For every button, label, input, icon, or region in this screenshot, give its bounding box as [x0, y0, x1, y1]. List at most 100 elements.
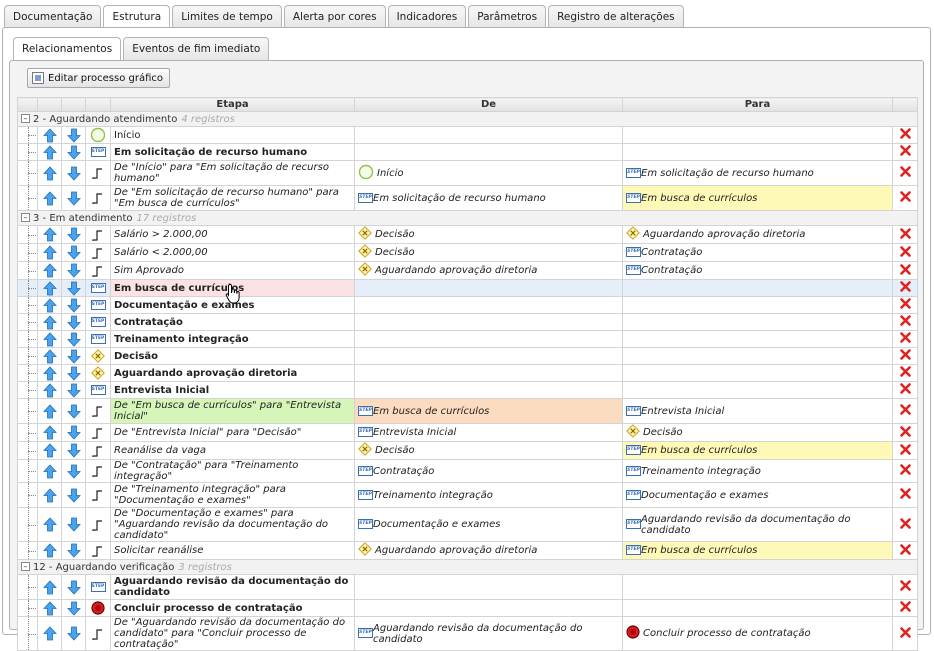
- etapa-cell[interactable]: De "Aguardando revisão da documentação d…: [110, 616, 355, 651]
- move-down-button[interactable]: [61, 364, 86, 382]
- move-down-button[interactable]: [61, 541, 86, 560]
- delete-button[interactable]: [892, 459, 918, 483]
- move-down-button[interactable]: [61, 143, 86, 161]
- etapa-cell[interactable]: Início: [110, 126, 355, 144]
- etapa-cell[interactable]: De "Entrevista Inicial" para "Decisão": [110, 423, 355, 442]
- tab-estrutura[interactable]: Estrutura: [103, 5, 171, 30]
- delete-button[interactable]: [892, 160, 918, 186]
- table-row[interactable]: Aguardando aprovação diretoria: [17, 364, 918, 382]
- etapa-cell[interactable]: Treinamento integração: [110, 330, 355, 348]
- move-up-button[interactable]: [37, 225, 62, 244]
- tab-indicadores[interactable]: Indicadores: [387, 5, 467, 28]
- delete-button[interactable]: [892, 261, 918, 280]
- collapse-icon[interactable]: –: [21, 213, 30, 222]
- move-up-button[interactable]: [37, 507, 62, 542]
- table-row[interactable]: Decisão: [17, 347, 918, 365]
- move-down-button[interactable]: [61, 261, 86, 280]
- move-down-button[interactable]: [61, 398, 86, 424]
- table-row[interactable]: Salário < 2.000,00 Decisão Contratação: [17, 243, 918, 262]
- etapa-cell[interactable]: De "Início" para "Em solicitação de recu…: [110, 160, 355, 186]
- move-up-button[interactable]: [37, 541, 62, 560]
- table-row[interactable]: De "Contratação" para "Treinamento integ…: [17, 459, 918, 483]
- move-up-button[interactable]: [37, 126, 62, 144]
- table-row[interactable]: Salário > 2.000,00 Decisão Aguardando ap…: [17, 225, 918, 244]
- move-down-button[interactable]: [61, 423, 86, 442]
- delete-button[interactable]: [892, 243, 918, 262]
- table-row[interactable]: De "Aguardando revisão da documentação d…: [17, 616, 918, 651]
- table-row[interactable]: De "Treinamento integração" para "Docume…: [17, 482, 918, 508]
- delete-button[interactable]: [892, 347, 918, 365]
- table-row[interactable]: Documentação e exames: [17, 296, 918, 314]
- delete-button[interactable]: [892, 313, 918, 331]
- delete-button[interactable]: [892, 574, 918, 600]
- move-up-button[interactable]: [37, 616, 62, 651]
- table-row[interactable]: De "Em solicitação de recurso humano" pa…: [17, 185, 918, 211]
- delete-button[interactable]: [892, 381, 918, 399]
- etapa-cell[interactable]: Aguardando aprovação diretoria: [110, 364, 355, 382]
- etapa-cell[interactable]: Aguardando revisão da documentação do ca…: [110, 574, 355, 600]
- delete-button[interactable]: [892, 330, 918, 348]
- etapa-cell[interactable]: Contratação: [110, 313, 355, 331]
- move-down-button[interactable]: [61, 574, 86, 600]
- move-up-button[interactable]: [37, 398, 62, 424]
- table-row[interactable]: Entrevista Inicial: [17, 381, 918, 399]
- delete-button[interactable]: [892, 541, 918, 560]
- move-down-button[interactable]: [61, 441, 86, 460]
- etapa-cell[interactable]: Em busca de currículos: [110, 279, 355, 297]
- edit-graphic-process-button[interactable]: Editar processo gráfico: [27, 68, 171, 88]
- etapa-cell[interactable]: Entrevista Inicial: [110, 381, 355, 399]
- delete-button[interactable]: [892, 482, 918, 508]
- move-down-button[interactable]: [61, 279, 86, 297]
- table-row[interactable]: De "Documentação e exames" para "Aguarda…: [17, 507, 918, 542]
- move-up-button[interactable]: [37, 313, 62, 331]
- etapa-cell[interactable]: Salário < 2.000,00: [110, 243, 355, 262]
- move-up-button[interactable]: [37, 381, 62, 399]
- tab-registro-de-alteracoes[interactable]: Registro de alterações: [548, 5, 684, 28]
- etapa-cell[interactable]: Reanálise da vaga: [110, 441, 355, 460]
- delete-button[interactable]: [892, 126, 918, 144]
- table-row[interactable]: Em busca de currículos: [17, 279, 918, 297]
- delete-button[interactable]: [892, 441, 918, 460]
- table-row[interactable]: Solicitar reanálise Aguardando aprovação…: [17, 541, 918, 560]
- column-header-etapa[interactable]: Etapa: [110, 97, 355, 112]
- move-up-button[interactable]: [37, 160, 62, 186]
- tab-eventos-de-fim-imediato[interactable]: Eventos de fim imediato: [123, 37, 270, 60]
- delete-button[interactable]: [892, 599, 918, 617]
- move-down-button[interactable]: [61, 347, 86, 365]
- move-up-button[interactable]: [37, 599, 62, 617]
- move-down-button[interactable]: [61, 381, 86, 399]
- move-down-button[interactable]: [61, 243, 86, 262]
- delete-button[interactable]: [892, 398, 918, 424]
- move-up-button[interactable]: [37, 423, 62, 442]
- delete-button[interactable]: [892, 296, 918, 314]
- etapa-cell[interactable]: De "Contratação" para "Treinamento integ…: [110, 459, 355, 483]
- move-up-button[interactable]: [37, 261, 62, 280]
- delete-button[interactable]: [892, 185, 918, 211]
- etapa-cell[interactable]: Solicitar reanálise: [110, 541, 355, 560]
- column-header-para[interactable]: Para: [622, 97, 893, 112]
- etapa-cell[interactable]: Salário > 2.000,00: [110, 225, 355, 244]
- table-row[interactable]: Início: [17, 126, 918, 144]
- table-row[interactable]: Aguardando revisão da documentação do ca…: [17, 574, 918, 600]
- delete-button[interactable]: [892, 507, 918, 542]
- table-row[interactable]: De "Entrevista Inicial" para "Decisão" E…: [17, 423, 918, 442]
- move-up-button[interactable]: [37, 279, 62, 297]
- table-row[interactable]: Em solicitação de recurso humano: [17, 143, 918, 161]
- tab-parametros[interactable]: Parâmetros: [468, 5, 547, 28]
- move-down-button[interactable]: [61, 482, 86, 508]
- move-down-button[interactable]: [61, 507, 86, 542]
- move-up-button[interactable]: [37, 185, 62, 211]
- move-up-button[interactable]: [37, 296, 62, 314]
- etapa-cell[interactable]: De "Em busca de currículos" para "Entrev…: [110, 398, 355, 424]
- etapa-cell[interactable]: De "Em solicitação de recurso humano" pa…: [110, 185, 355, 211]
- move-up-button[interactable]: [37, 459, 62, 483]
- table-row[interactable]: De "Início" para "Em solicitação de recu…: [17, 160, 918, 186]
- move-down-button[interactable]: [61, 599, 86, 617]
- move-down-button[interactable]: [61, 160, 86, 186]
- table-row[interactable]: Contratação: [17, 313, 918, 331]
- collapse-icon[interactable]: –: [21, 114, 30, 123]
- move-down-button[interactable]: [61, 225, 86, 244]
- table-row[interactable]: Treinamento integração: [17, 330, 918, 348]
- move-down-button[interactable]: [61, 459, 86, 483]
- move-up-button[interactable]: [37, 482, 62, 508]
